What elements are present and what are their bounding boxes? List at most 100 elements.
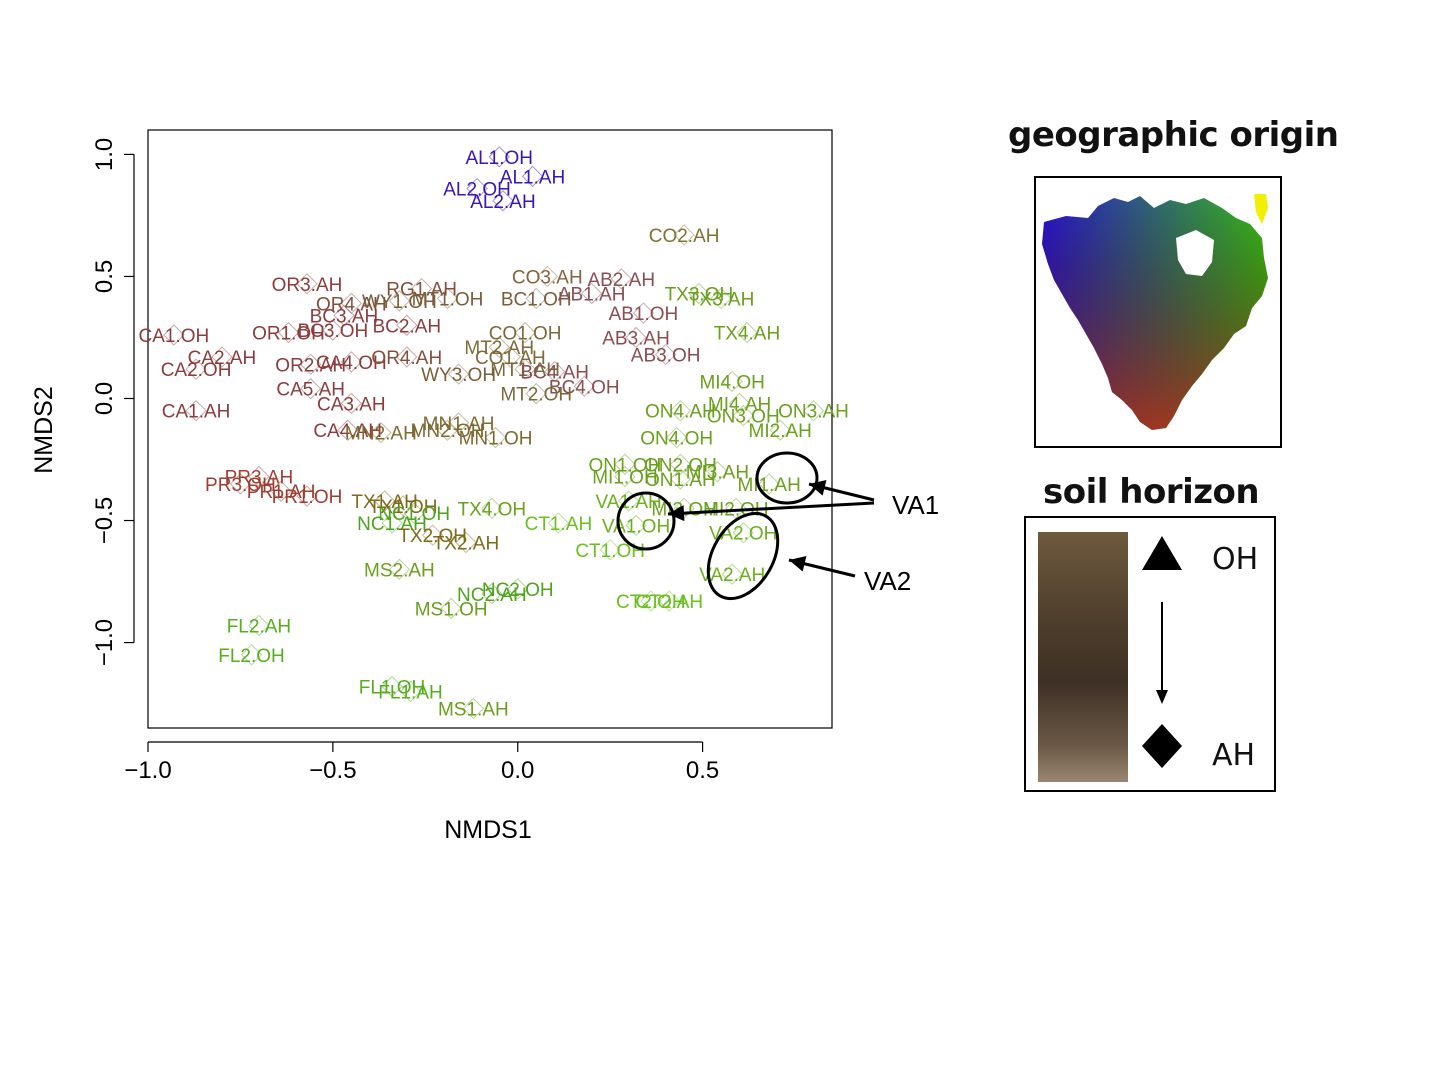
data-point-label: WY1.OH bbox=[362, 292, 437, 313]
data-point-label: CA5.AH bbox=[276, 380, 345, 401]
va2-callout-label: VA2 bbox=[864, 566, 911, 596]
data-point-marker bbox=[340, 292, 363, 315]
data-point-marker bbox=[340, 392, 363, 415]
data-point-label: CO1.AH bbox=[475, 348, 546, 369]
data-point-marker bbox=[436, 419, 459, 441]
data-point-marker bbox=[614, 465, 636, 488]
data-point-marker bbox=[185, 358, 207, 380]
data-point-label: PR3.AH bbox=[225, 468, 294, 489]
data-point-marker bbox=[802, 399, 825, 422]
x-tick-label: 0.0 bbox=[501, 757, 534, 784]
data-point-label: MT1.OH bbox=[412, 289, 484, 310]
data-point-label: AB2.AH bbox=[587, 270, 655, 291]
data-point-label: AL1.OH bbox=[465, 148, 533, 169]
data-point-marker bbox=[488, 336, 510, 358]
callout-arrowhead bbox=[809, 480, 827, 496]
data-point-label: TX2.OH bbox=[398, 526, 467, 547]
data-point-label: CA2.OH bbox=[161, 360, 232, 381]
data-point-label: TX4.AH bbox=[714, 324, 781, 345]
data-point-marker bbox=[447, 412, 470, 434]
data-point-marker bbox=[610, 268, 632, 290]
x-tick-label: −0.5 bbox=[309, 757, 356, 784]
data-point-label: TX3.OH bbox=[665, 285, 734, 306]
data-point-marker bbox=[710, 287, 732, 310]
data-point-label: MI4.AH bbox=[708, 394, 771, 415]
data-point-label: AB3.AH bbox=[602, 328, 670, 349]
data-point-marker bbox=[725, 497, 747, 520]
data-point-label: ON3.OH bbox=[707, 407, 780, 428]
data-point-label: BC4.AH bbox=[520, 363, 589, 384]
data-point-label: MI1.AH bbox=[737, 475, 800, 496]
data-point-marker bbox=[396, 346, 418, 368]
data-point-label: TX2.AH bbox=[433, 533, 500, 554]
data-point-label: RG1.AH bbox=[386, 280, 457, 301]
data-point-marker bbox=[396, 314, 418, 336]
data-point-marker bbox=[736, 321, 758, 344]
data-point-label: ON3.AH bbox=[778, 402, 849, 423]
data-point-marker bbox=[536, 265, 559, 288]
data-point-label: MI3.AH bbox=[686, 463, 749, 484]
y-tick-label: −0.5 bbox=[91, 497, 118, 544]
va2-highlight-circle bbox=[706, 511, 780, 601]
va1-highlight-circle bbox=[616, 491, 676, 551]
data-point-marker bbox=[507, 578, 529, 600]
data-point-marker bbox=[669, 468, 692, 490]
data-point-marker bbox=[333, 304, 355, 327]
data-point-marker bbox=[211, 346, 233, 368]
data-point-marker bbox=[248, 465, 270, 488]
data-point-label: PR1.OH bbox=[272, 487, 343, 508]
data-point-marker bbox=[599, 539, 621, 561]
data-point-label: FL1.AH bbox=[378, 682, 442, 703]
y-tick-label: 0.0 bbox=[91, 382, 118, 415]
data-point-label: CT2.AH bbox=[636, 592, 704, 613]
data-point-label: MT2.AH bbox=[464, 338, 534, 359]
data-point-marker bbox=[410, 277, 433, 300]
data-point-label: MI4.OH bbox=[699, 372, 764, 393]
data-point-label: VA1.OH bbox=[602, 516, 670, 537]
data-point-marker bbox=[229, 473, 252, 495]
data-point-label: ON1.OH bbox=[589, 455, 662, 476]
data-point-label: TX4.OH bbox=[458, 499, 527, 520]
data-point-marker bbox=[769, 419, 791, 441]
data-point-marker bbox=[514, 358, 536, 380]
data-point-marker bbox=[732, 404, 754, 427]
x-tick-label: 0.5 bbox=[686, 757, 719, 784]
data-point-marker bbox=[758, 473, 780, 495]
data-point-label: CO2.AH bbox=[649, 226, 720, 247]
data-point-marker bbox=[455, 531, 477, 554]
data-point-label: MN2.OH bbox=[411, 421, 485, 442]
va1-highlight-circle bbox=[755, 451, 819, 505]
data-point-marker bbox=[543, 360, 566, 383]
data-point-marker bbox=[399, 680, 422, 703]
data-point-label: CT2.OH bbox=[616, 592, 686, 613]
data-point-label: CA1.OH bbox=[139, 326, 210, 347]
data-point-label: MN2.AH bbox=[345, 424, 417, 445]
data-point-marker bbox=[617, 490, 640, 512]
data-point-marker bbox=[625, 326, 647, 349]
data-point-marker bbox=[299, 378, 322, 400]
diamond-marker-icon bbox=[1142, 724, 1182, 768]
x-tick-label: −1.0 bbox=[124, 757, 171, 784]
data-point-label: MI1.OH bbox=[592, 468, 657, 489]
callout-arrowhead bbox=[668, 505, 685, 522]
data-point-marker bbox=[666, 426, 688, 449]
data-point-label: FL1.OH bbox=[359, 678, 426, 699]
data-point-label: NC1.OH bbox=[378, 504, 450, 525]
data-point-marker bbox=[370, 421, 392, 444]
data-point-label: BC1.OH bbox=[501, 289, 572, 310]
data-point-label: AL2.OH bbox=[443, 180, 511, 201]
y-tick-label: 1.0 bbox=[91, 138, 118, 171]
x-axis-title: NMDS1 bbox=[444, 816, 532, 844]
data-point-label: AL2.AH bbox=[470, 192, 535, 213]
data-point-marker bbox=[488, 146, 510, 168]
data-point-marker bbox=[499, 346, 522, 368]
data-point-marker bbox=[658, 590, 681, 612]
data-point-marker bbox=[340, 351, 363, 373]
data-point-label: AL1.AH bbox=[500, 167, 565, 188]
ah-label: AH bbox=[1212, 738, 1256, 773]
data-point-marker bbox=[525, 287, 547, 310]
data-point-marker bbox=[573, 375, 595, 397]
data-point-marker bbox=[732, 522, 754, 544]
data-point-marker bbox=[440, 597, 462, 620]
data-point-marker bbox=[673, 224, 695, 246]
